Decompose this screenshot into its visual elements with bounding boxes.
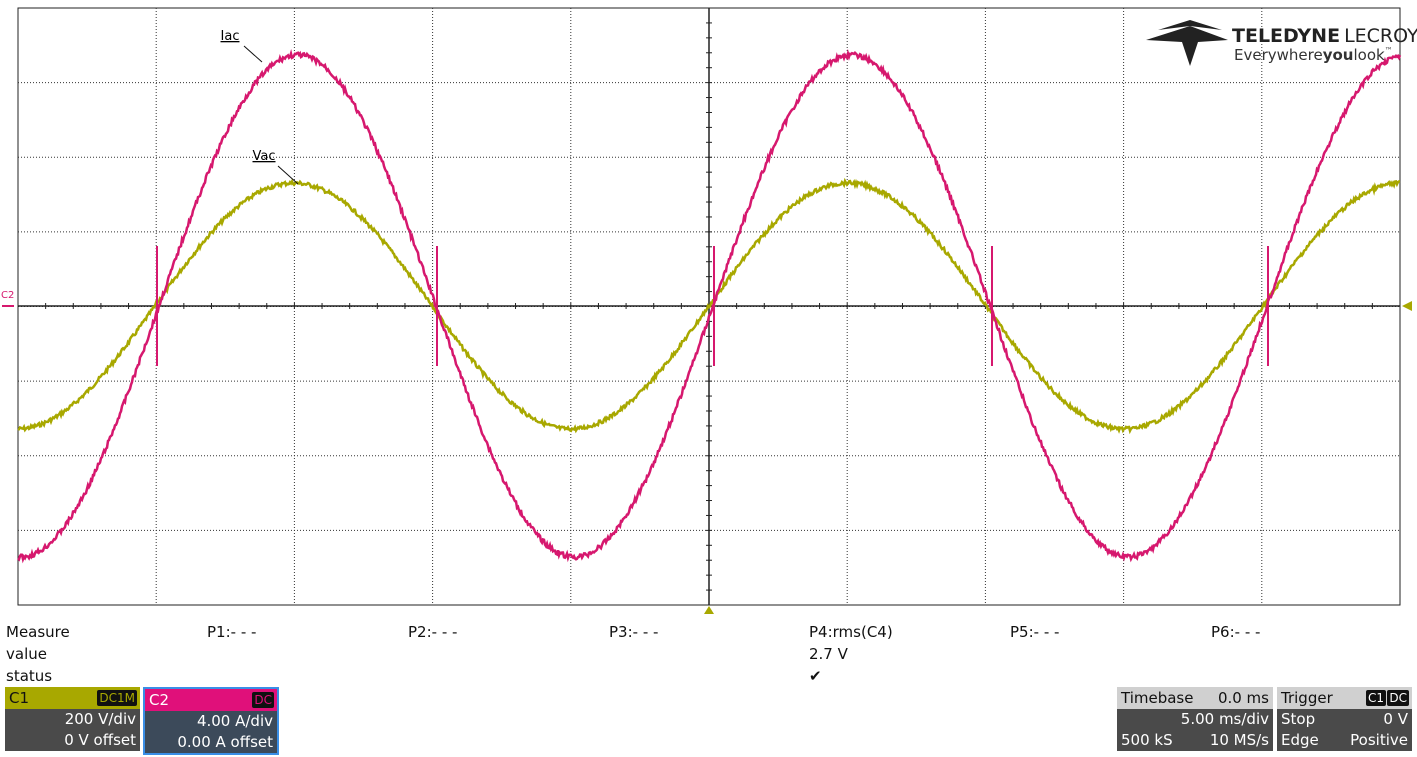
channel-row: 0 V offset: [5, 730, 140, 751]
tagline-part: look: [1353, 46, 1385, 64]
channel-offset: 0.00 A offset: [177, 733, 273, 751]
vac-trace: [17, 177, 1401, 435]
channel-scale: 4.00 A/div: [196, 712, 273, 730]
channel-row: 200 V/div: [5, 709, 140, 730]
tagline-part: you: [1323, 46, 1354, 64]
vac-pointer: [277, 165, 299, 185]
timebase-rate: 10 MS/s: [1209, 731, 1269, 749]
timebase-row: 5.00 ms/div: [1117, 709, 1273, 730]
logo-sub: LECROY: [1344, 25, 1417, 47]
trigger-title: Trigger: [1281, 689, 1333, 707]
p4-status: ✔: [809, 667, 822, 685]
iac-pointer: [243, 45, 263, 63]
channel-header: C1 DC1M: [5, 687, 140, 709]
channel-coupling: DC1M: [97, 690, 137, 706]
p4-value: 2.7 V: [809, 645, 848, 663]
channel-row: 4.00 A/div: [145, 711, 277, 732]
logo-brand-text: TELEDYNE: [1232, 25, 1340, 47]
logo-icon: [1146, 26, 1228, 66]
measure-param: P4:rms(C4): [809, 623, 893, 641]
trigger-level-marker: [1402, 301, 1412, 311]
value-label: value: [6, 645, 47, 663]
trigger-header: Trigger C1 DC: [1277, 687, 1412, 709]
channel-row: 0.00 A offset: [145, 732, 277, 753]
timebase-box[interactable]: Timebase 0.0 ms 5.00 ms/div 500 kS 10 MS/s: [1117, 687, 1273, 751]
iac-trace: [17, 48, 1402, 564]
trigger-level: 0 V: [1383, 710, 1408, 728]
timebase-delay: 0.0 ms: [1217, 689, 1269, 707]
timebase-row: 500 kS 10 MS/s: [1117, 730, 1273, 751]
tagline-part: Everywhere: [1234, 46, 1323, 64]
measure-param: P2:- - -: [408, 623, 458, 641]
trigger-coupling: DC: [1387, 690, 1409, 706]
trigger-time-marker: [704, 606, 714, 614]
trigger-slope: Positive: [1350, 731, 1408, 749]
trigger-source: C1: [1365, 690, 1386, 706]
trigger-row: Edge Positive: [1277, 730, 1412, 751]
trigger-mode: Stop: [1281, 710, 1316, 728]
timebase-scale: 5.00 ms/div: [1180, 710, 1269, 728]
timebase-title: Timebase: [1121, 689, 1194, 707]
channel-header: C2 DC: [145, 689, 277, 711]
channel-offset: 0 V offset: [64, 731, 136, 749]
logo: TELEDYNE LECROY Everywhereyoulook™: [1146, 20, 1417, 66]
channel-name: C1: [9, 689, 30, 707]
timebase-header: Timebase 0.0 ms: [1117, 687, 1273, 709]
measure-param: P5:- - -: [1010, 623, 1060, 641]
channel-coupling: DC: [252, 692, 274, 708]
vac-label: Vac: [253, 149, 276, 164]
trigger-row: Stop 0 V: [1277, 709, 1412, 730]
measure-param: P3:- - -: [609, 623, 659, 641]
channel-scale: 200 V/div: [64, 710, 136, 728]
measure-param: P1:- - -: [207, 623, 257, 641]
logo-icon: [1158, 20, 1222, 30]
logo-brand: TELEDYNE LECROY: [1232, 25, 1417, 47]
tagline-tm: ™: [1385, 46, 1393, 55]
measure-label: Measure: [6, 623, 70, 641]
iac-label: Iac: [221, 29, 240, 44]
logo-tagline: Everywhereyoulook™: [1234, 46, 1393, 64]
channel-marker: C2: [1, 290, 14, 301]
channel-c2[interactable]: C2 DC 4.00 A/div 0.00 A offset: [143, 687, 279, 755]
trigger-box[interactable]: Trigger C1 DC Stop 0 V Edge Positive: [1277, 687, 1412, 751]
channel-c1[interactable]: C1 DC1M 200 V/div 0 V offset: [5, 687, 140, 751]
scope-display: Iac Vac C2 TELEDYNE LECROY Everywhereyoul…: [1, 7, 1417, 614]
timebase-samples: 500 kS: [1121, 731, 1173, 749]
status-label: status: [6, 667, 53, 685]
trigger-type: Edge: [1281, 731, 1319, 749]
measure-param: P6:- - -: [1211, 623, 1261, 641]
channel-name: C2: [149, 691, 170, 709]
